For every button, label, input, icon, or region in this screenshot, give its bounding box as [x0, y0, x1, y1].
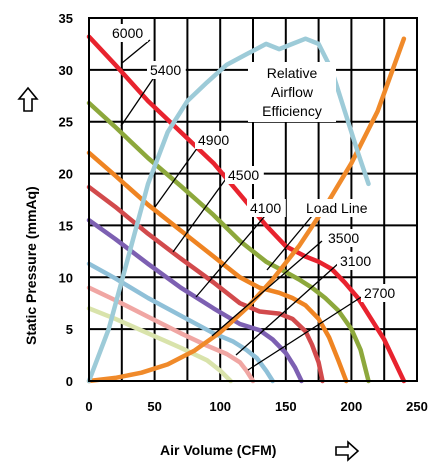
x-arrow-icon — [335, 440, 360, 462]
rpm-label: 2700 — [364, 285, 395, 301]
y-arrow-icon — [17, 86, 39, 112]
rpm-label-bg — [195, 131, 234, 149]
y-tick-label: 30 — [59, 63, 73, 78]
rpm-label-bg — [337, 252, 376, 270]
rpm-label-bg — [225, 166, 264, 184]
label-leaders — [120, 39, 367, 371]
rpm-label: 6000 — [112, 25, 143, 41]
rpm-label: 4500 — [228, 167, 259, 183]
series-line-3100 — [86, 285, 256, 384]
y-tick-label: 5 — [66, 322, 73, 337]
y-tick-label: 25 — [59, 115, 73, 130]
y-tick-label: 15 — [59, 218, 73, 233]
rpm-label-bg — [147, 61, 186, 79]
rpm-label: 3100 — [340, 253, 371, 269]
x-tick-label: 0 — [85, 399, 92, 414]
label-leader-line — [154, 139, 204, 208]
x-axis-title: Air Volume (CFM) — [160, 442, 276, 458]
label-leader-line — [211, 240, 323, 337]
x-tick-label: 100 — [209, 399, 231, 414]
y-tick-label: 0 — [66, 374, 73, 389]
load-line-label-bg — [303, 199, 383, 217]
rpm-label-bg — [325, 229, 364, 247]
series-line-load-line — [86, 36, 407, 384]
rpm-label: 3500 — [328, 230, 359, 246]
rpm-label: 4100 — [250, 200, 281, 216]
x-tick-label: 50 — [147, 399, 161, 414]
y-tick-label: 20 — [59, 167, 73, 182]
y-tick-label: 35 — [59, 11, 73, 26]
x-tick-labels: 0 50 100 150 200 250 — [85, 399, 427, 414]
series-line-3500 — [86, 261, 275, 384]
efficiency-label: Airflow — [271, 84, 314, 100]
label-leader-line — [266, 215, 313, 271]
plot-frame — [88, 17, 418, 382]
rpm-label-bg — [109, 24, 148, 42]
y-axis-title: Static Pressure (mmAq) — [23, 186, 39, 345]
y-tick-labels: 0 5 10 15 20 25 30 35 — [59, 11, 73, 389]
series-line-4500 — [86, 184, 325, 384]
rpm-label: 5400 — [150, 62, 181, 78]
series-line-4900 — [86, 150, 349, 384]
series-line-4100 — [86, 217, 304, 384]
label-leader-line — [172, 175, 229, 253]
label-leader-line — [235, 261, 341, 356]
series-line-2700 — [86, 306, 233, 384]
label-leader-line — [121, 39, 151, 64]
efficiency-label: Efficiency — [262, 103, 322, 119]
x-tick-label: 250 — [406, 399, 428, 414]
load-line-label: Load Line — [306, 200, 368, 216]
series-labels: 6000 5400 4900 4500 4100 3500 3100 2700 Load Lin… — [109, 24, 400, 302]
efficiency-label-bg — [248, 62, 336, 122]
rpm-label-bg — [361, 284, 400, 302]
y-tick-label: 10 — [59, 270, 73, 285]
efficiency-label: Relative — [267, 65, 318, 81]
x-tick-label: 150 — [275, 399, 297, 414]
label-leader-line — [120, 72, 158, 127]
rpm-label: 4900 — [198, 132, 229, 148]
label-leader-line — [247, 293, 367, 371]
x-tick-label: 200 — [341, 399, 363, 414]
rpm-label-bg — [247, 199, 286, 217]
label-leader-line — [195, 209, 271, 298]
